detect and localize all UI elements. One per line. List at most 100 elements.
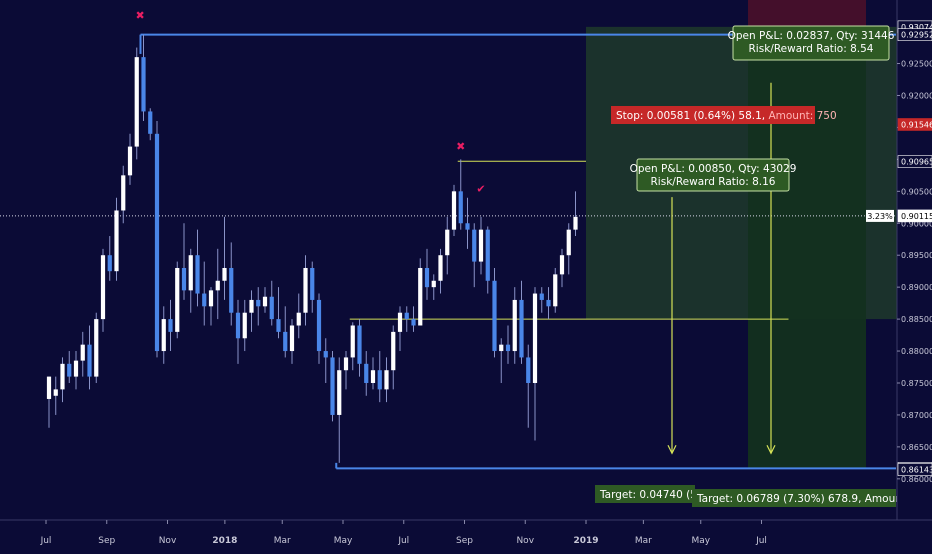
candle [181, 223, 187, 300]
candle-body [532, 293, 538, 383]
candle-body [431, 280, 436, 288]
candle [127, 133, 133, 185]
candle [114, 197, 119, 281]
candle-body [73, 360, 79, 377]
candle-body [404, 312, 409, 320]
candle [370, 357, 376, 390]
cross-marker: ✖ [136, 9, 145, 22]
candle [242, 299, 247, 352]
price-tick-label: 0.89000 [901, 283, 932, 292]
price-axis-bg [897, 0, 932, 550]
pnl-top-label: Open P&L: 0.02837, Qty: 31446Risk/Reward… [728, 25, 895, 61]
candle [411, 306, 416, 332]
price-tick-label: 0.90500 [901, 187, 932, 196]
time-label: Jul [40, 536, 52, 546]
target-label-2-text: Target: 0.06789 (7.30%) 678.9, Amount: 3 [696, 493, 920, 505]
candle-body [148, 111, 153, 134]
stop-label: Stop: 0.00581 (0.64%) 58.1, Amount: 750 [611, 106, 837, 124]
price-tag: 0.92952 [901, 31, 932, 40]
candle-body [269, 296, 274, 320]
time-label: Nov [516, 536, 534, 546]
price-tick-label: 0.86000 [901, 475, 932, 484]
price-tick-label: 0.88000 [901, 347, 932, 356]
candle-body [472, 229, 477, 262]
candle-body [424, 267, 430, 288]
candle-body [60, 363, 65, 390]
candle [566, 223, 571, 275]
candle [573, 191, 578, 237]
candle-body [283, 331, 288, 352]
target-label-1: Target: 0.04740 (5.2 [595, 485, 707, 503]
candle-body [337, 370, 342, 415]
candle-body [134, 57, 139, 147]
price-tag: 0.86143 [901, 466, 932, 475]
candle-body [573, 216, 578, 230]
candle [229, 242, 234, 326]
price-tick-label: 0.88500 [901, 315, 932, 324]
candle [323, 338, 328, 383]
candle-body [46, 376, 52, 399]
candle [330, 351, 335, 422]
price-tag: 0.91546 [901, 120, 932, 129]
candle-body [80, 344, 85, 361]
price-tag-bg [897, 209, 932, 223]
candle-body [323, 351, 328, 358]
candle [215, 248, 220, 320]
candle [289, 319, 295, 364]
candle [519, 280, 524, 364]
candle-body [512, 299, 517, 352]
candle [377, 351, 382, 403]
candle-body [87, 344, 92, 377]
candle [343, 351, 349, 390]
candle [404, 306, 409, 332]
candle [67, 351, 72, 383]
candle-body [526, 357, 531, 383]
candle-body [121, 175, 126, 211]
pnl-top-label-bg [732, 25, 890, 61]
candle [188, 248, 193, 313]
candle [148, 108, 153, 141]
candle-body [154, 133, 160, 352]
pnl-mid-label-line: Risk/Reward Ratio: 8.16 [651, 176, 776, 188]
candle [438, 248, 443, 294]
candle-body [168, 319, 173, 332]
target-arrow-1 [667, 197, 677, 455]
candle-body [364, 363, 369, 383]
candle-body [397, 312, 403, 332]
candle [276, 287, 281, 339]
candle [262, 287, 268, 313]
candle-body [181, 267, 187, 291]
target-arrow-1-head [667, 445, 677, 455]
candle [80, 331, 85, 377]
candle [202, 261, 207, 326]
candle-body [215, 280, 220, 291]
price-tag-bg [897, 155, 932, 168]
candle [478, 216, 484, 275]
candle-body [465, 223, 470, 230]
time-label: Jul [397, 536, 409, 546]
pnl-mid-label-bg [636, 158, 790, 192]
position-zone-2 [748, 34, 866, 469]
candle [53, 376, 58, 415]
pnl-top-label-line: Open P&L: 0.02837, Qty: 31446 [728, 30, 895, 42]
candle [316, 293, 322, 364]
pnl-mid-label-line: Open P&L: 0.00850, Qty: 43029 [630, 163, 797, 175]
candle-body [289, 325, 295, 352]
candle [499, 338, 504, 383]
candle [73, 351, 79, 390]
candle [492, 267, 497, 358]
candle-body [546, 299, 551, 307]
candle [46, 376, 52, 428]
candle-body [229, 267, 234, 313]
candle [94, 312, 99, 383]
candle [559, 248, 565, 288]
candle [397, 306, 403, 352]
candle-body [492, 280, 497, 352]
candle [485, 226, 490, 294]
candle [451, 184, 457, 237]
candle [121, 165, 126, 224]
candle-body [53, 389, 58, 396]
candle-body [343, 357, 349, 371]
